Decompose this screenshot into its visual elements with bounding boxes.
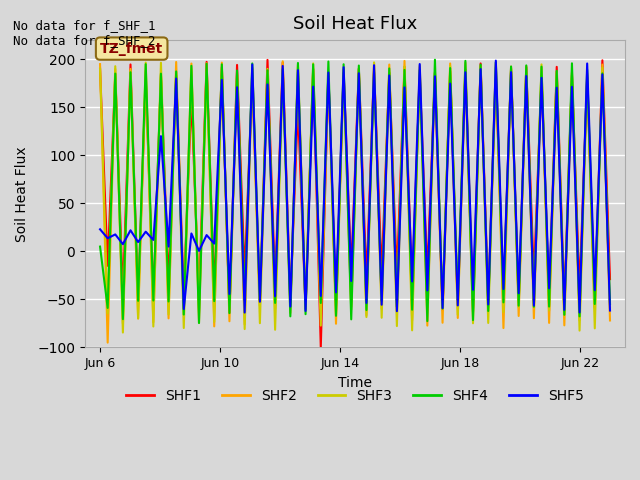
- Title: Soil Heat Flux: Soil Heat Flux: [293, 15, 417, 33]
- X-axis label: Time: Time: [338, 376, 372, 390]
- Text: No data for f_SHF_1
No data for f_SHF_2: No data for f_SHF_1 No data for f_SHF_2: [13, 19, 156, 47]
- Y-axis label: Soil Heat Flux: Soil Heat Flux: [15, 146, 29, 241]
- Legend: SHF1, SHF2, SHF3, SHF4, SHF5: SHF1, SHF2, SHF3, SHF4, SHF5: [121, 383, 589, 408]
- Text: TZ_fmet: TZ_fmet: [100, 42, 163, 56]
